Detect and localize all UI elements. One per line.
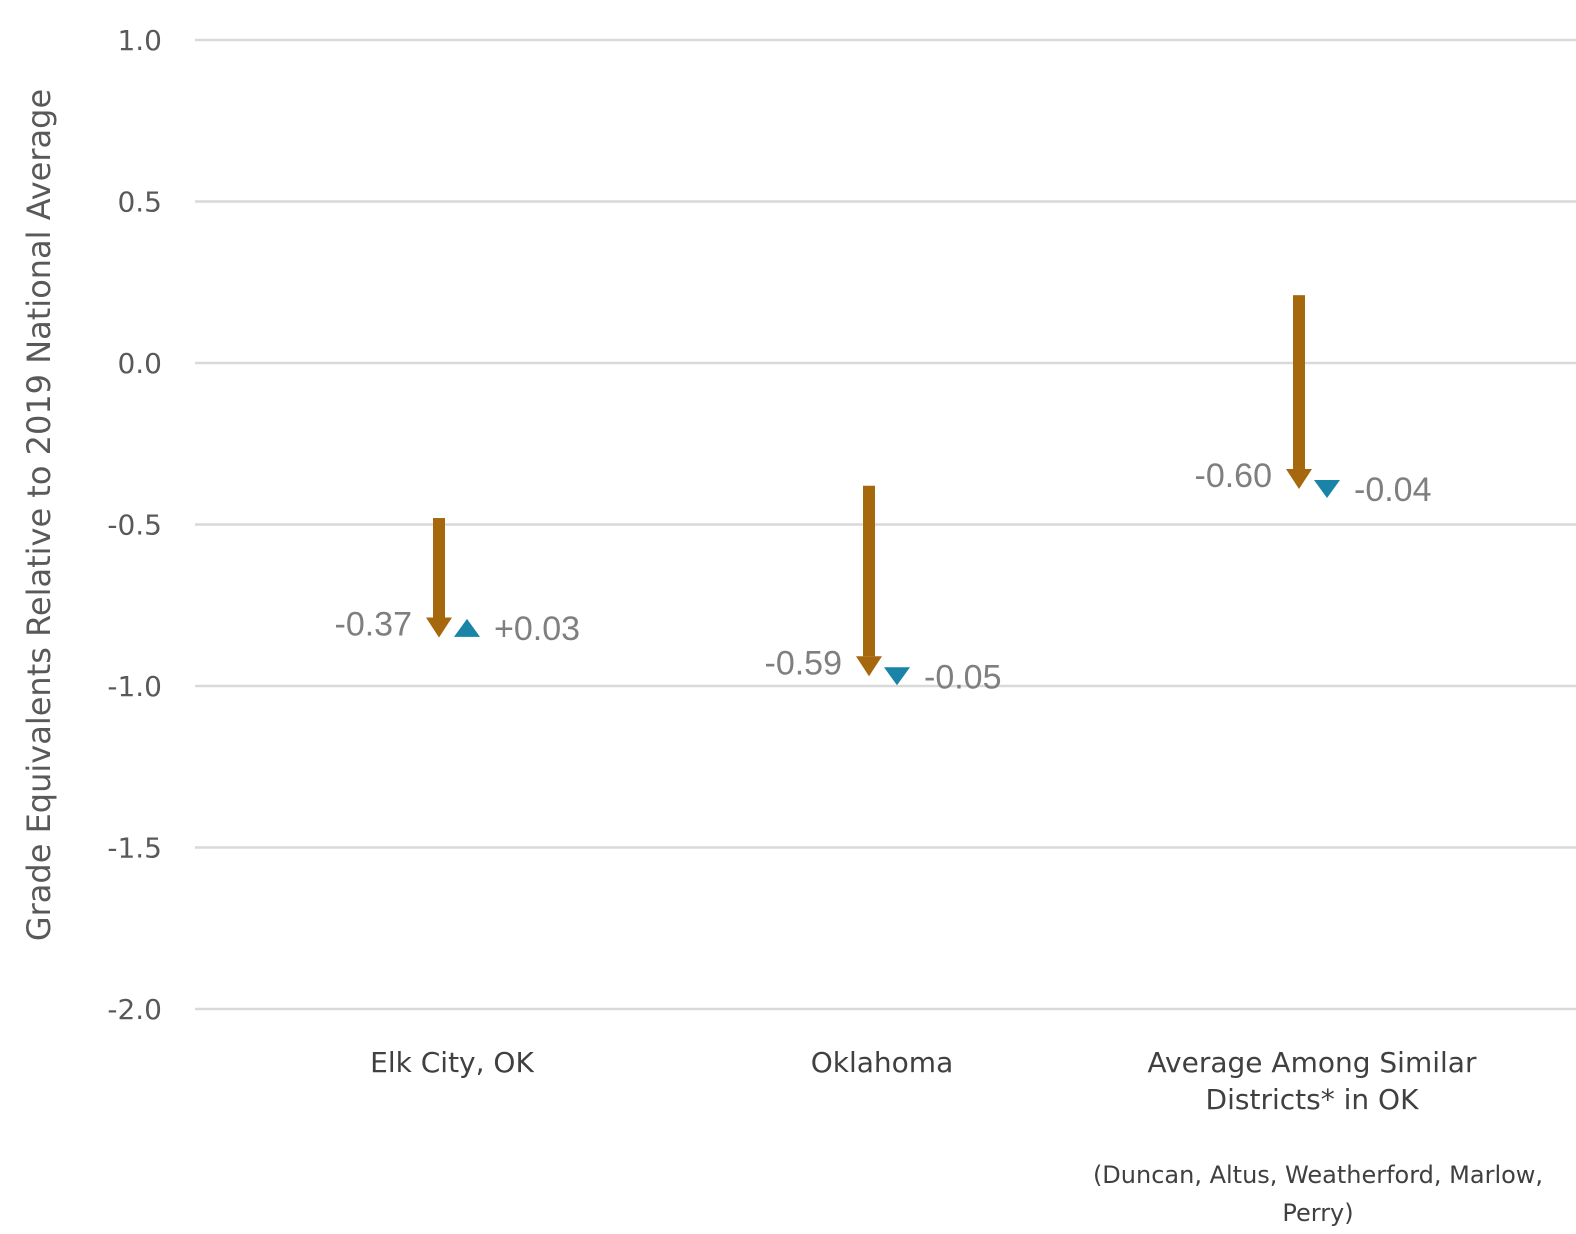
x-axis-categories: Elk City, OK Oklahoma Average Among Simila…	[370, 1046, 1477, 1116]
chart-labels: -0.37 +0.03 -0.59 -0.05 -0.60 -0.04	[335, 457, 1432, 696]
x-axis-note: (Duncan, Altus, Weatherford, Marlow, Perr…	[1093, 1161, 1543, 1227]
x-category-label: Districts* in OK	[1206, 1083, 1420, 1116]
chart-marks	[426, 295, 1340, 686]
arrow-shaft	[863, 485, 875, 657]
x-category-label: Elk City, OK	[370, 1046, 534, 1079]
arrow-head	[1286, 468, 1312, 489]
arrow-shaft	[433, 518, 445, 618]
y-axis-title: Grade Equivalents Relative to 2019 Natio…	[20, 89, 58, 941]
arrow-change-label: -0.60	[1195, 457, 1273, 495]
triangle-change-label: -0.05	[924, 658, 1002, 696]
y-tick-label: -0.5	[107, 509, 162, 542]
x-axis-note-line: Perry)	[1282, 1199, 1353, 1227]
arrow-shaft	[1293, 295, 1305, 469]
triangle-change-label: -0.04	[1354, 471, 1432, 509]
triangle-down-marker	[1314, 479, 1340, 498]
arrow-head	[426, 617, 452, 638]
gridlines	[195, 38, 1576, 1011]
arrow-head	[856, 656, 882, 677]
triangle-down-marker	[884, 667, 910, 686]
y-tick-label: -2.0	[107, 993, 162, 1026]
y-axis-ticks: 1.0 0.5 0.0 -0.5 -1.0 -1.5 -2.0	[107, 24, 162, 1026]
x-axis-note-line: (Duncan, Altus, Weatherford, Marlow,	[1093, 1161, 1543, 1189]
y-tick-label: -1.5	[107, 832, 162, 865]
arrow-change-label: -0.37	[335, 606, 413, 644]
x-category-label: Oklahoma	[811, 1046, 954, 1079]
y-tick-label: -1.0	[107, 670, 162, 703]
y-tick-label: 0.5	[117, 186, 162, 219]
triangle-change-label: +0.03	[494, 610, 580, 648]
y-tick-label: 0.0	[117, 347, 162, 380]
x-category-label: Average Among Similar	[1148, 1046, 1477, 1079]
y-tick-label: 1.0	[117, 24, 162, 57]
triangle-up-marker	[454, 618, 480, 637]
arrow-change-label: -0.59	[765, 644, 843, 682]
